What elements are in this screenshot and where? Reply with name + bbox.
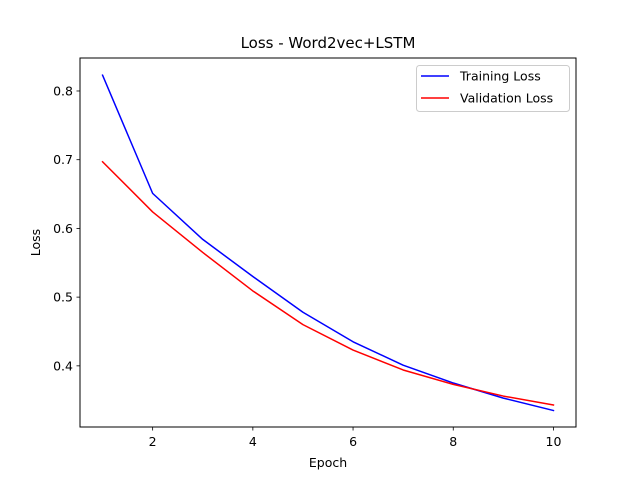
x-axis-ticks: 2 4 6 8 10 (149, 427, 562, 449)
legend: Training Loss Validation Loss (416, 65, 570, 112)
x-tick-label: 6 (349, 434, 357, 449)
y-tick-label: 0.6 (53, 221, 73, 236)
x-tick-label: 4 (249, 434, 257, 449)
legend-box (416, 65, 570, 112)
y-tick-label: 0.4 (53, 358, 73, 373)
x-tick-label: 2 (149, 434, 157, 449)
x-tick-label: 10 (546, 434, 562, 449)
y-tick-label: 0.5 (53, 290, 73, 305)
legend-items: Training Loss Validation Loss (421, 69, 553, 106)
series-line-validation-loss (101, 160, 555, 406)
plot-area-frame (79, 57, 577, 428)
y-axis-label: Loss (28, 229, 43, 256)
legend-label-training-loss: Training Loss (459, 69, 541, 84)
x-tick-label: 8 (449, 434, 457, 449)
y-tick-label: 0.7 (53, 152, 73, 167)
series-layer (101, 74, 555, 412)
legend-label-validation-loss: Validation Loss (460, 91, 553, 106)
y-axis-ticks: 0.4 0.5 0.6 0.7 0.8 (53, 83, 80, 373)
chart-title: Loss - Word2vec+LSTM (241, 34, 416, 52)
series-line-training-loss (101, 74, 555, 412)
x-axis-label: Epoch (309, 455, 347, 470)
y-tick-label: 0.8 (53, 83, 73, 98)
